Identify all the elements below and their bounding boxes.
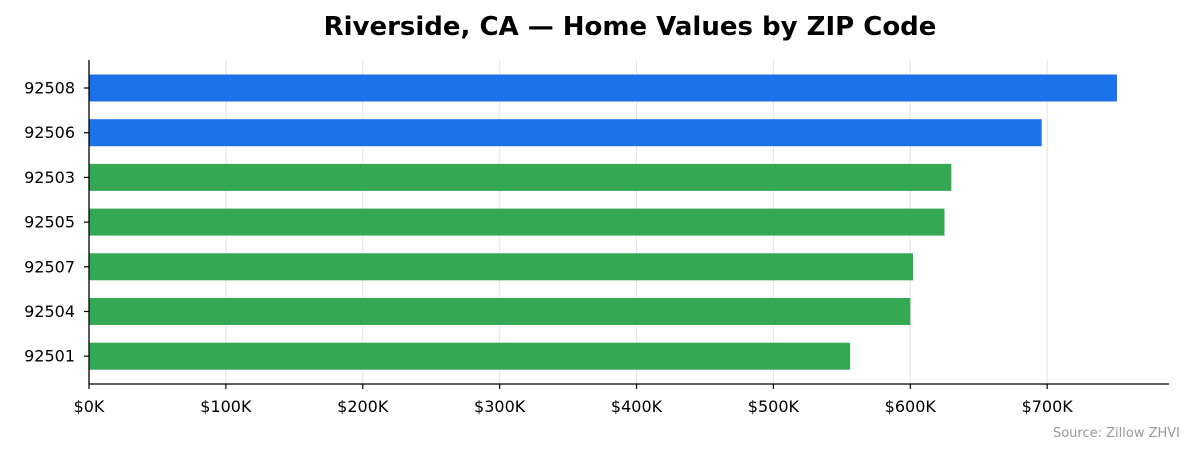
bar-92508 — [89, 74, 1117, 102]
x-tick-label: $400K — [611, 397, 663, 416]
bar-92504 — [89, 298, 911, 325]
x-tick-label: $700K — [1022, 397, 1074, 416]
bar-92507 — [89, 253, 914, 281]
y-tick-label: 92506 — [24, 123, 75, 142]
source-note: Source: Zillow ZHVI — [1053, 426, 1180, 441]
tick-labels: 92508 92506 92503 92505 92507 92504 92501 $0K $1… — [24, 79, 1073, 417]
x-tick-label: $0K — [74, 397, 105, 416]
x-tick-label: $300K — [474, 397, 526, 416]
y-tick-label: 92504 — [24, 302, 75, 321]
y-tick-label: 92507 — [24, 257, 75, 276]
x-tick-label: $500K — [748, 397, 800, 416]
bar-92503 — [89, 163, 952, 191]
x-tick-label: $100K — [200, 397, 252, 416]
chart-title: Riverside, CA — Home Values by ZIP Code — [324, 12, 937, 42]
bar-92506 — [89, 119, 1042, 147]
bar-92505 — [89, 208, 945, 236]
y-tick-label: 92501 — [24, 347, 75, 366]
x-tick-label: $600K — [885, 397, 937, 416]
y-tick-label: 92508 — [24, 79, 75, 98]
bar-92501 — [89, 342, 851, 370]
x-tick-label: $200K — [337, 397, 389, 416]
y-tick-label: 92503 — [24, 168, 75, 187]
bars — [89, 74, 1117, 370]
y-tick-label: 92505 — [24, 213, 75, 232]
